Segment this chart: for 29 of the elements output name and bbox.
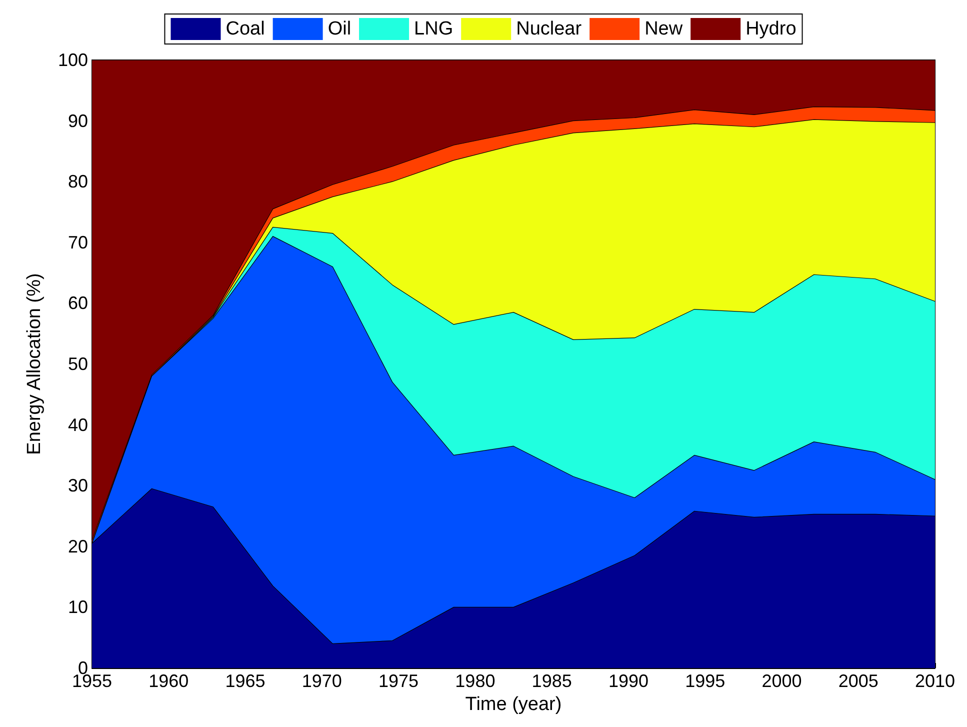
x-tick-label: 1990 (608, 671, 648, 691)
x-tick-label: 1975 (378, 671, 419, 691)
x-tick-label: 1995 (685, 671, 726, 691)
y-tick-label: 100 (58, 50, 88, 70)
x-axis-title: Time (year) (465, 694, 562, 715)
y-tick-label: 30 (68, 476, 88, 496)
y-tick-label: 10 (68, 597, 88, 618)
y-tick-label: 70 (68, 232, 88, 252)
legend-label: Coal (226, 18, 265, 40)
y-tick-label: 20 (68, 536, 88, 556)
legend-label: Hydro (746, 18, 796, 40)
x-tick-label: 1965 (225, 671, 266, 691)
y-tick-label: 40 (68, 414, 88, 435)
x-tick-label: 1960 (148, 671, 189, 691)
legend-label: Oil (328, 18, 352, 40)
y-tick-label: 60 (68, 293, 88, 314)
y-tick-label: 90 (68, 110, 88, 131)
x-tick-label: 2005 (838, 671, 878, 691)
y-tick-label: 80 (68, 172, 88, 192)
x-tick-label: 1985 (532, 671, 572, 691)
legend-label: New (644, 18, 683, 40)
x-tick-label: 1980 (455, 671, 496, 691)
legend-label: LNG (414, 18, 454, 40)
x-tick-label: 2010 (914, 671, 956, 691)
x-tick-label: 1970 (302, 671, 342, 691)
x-tick-label: 2000 (762, 671, 802, 691)
y-axis-title: Energy Allocation (%) (24, 273, 45, 455)
y-tick-label: 50 (68, 354, 88, 374)
legend-label: Nuclear (516, 18, 582, 40)
